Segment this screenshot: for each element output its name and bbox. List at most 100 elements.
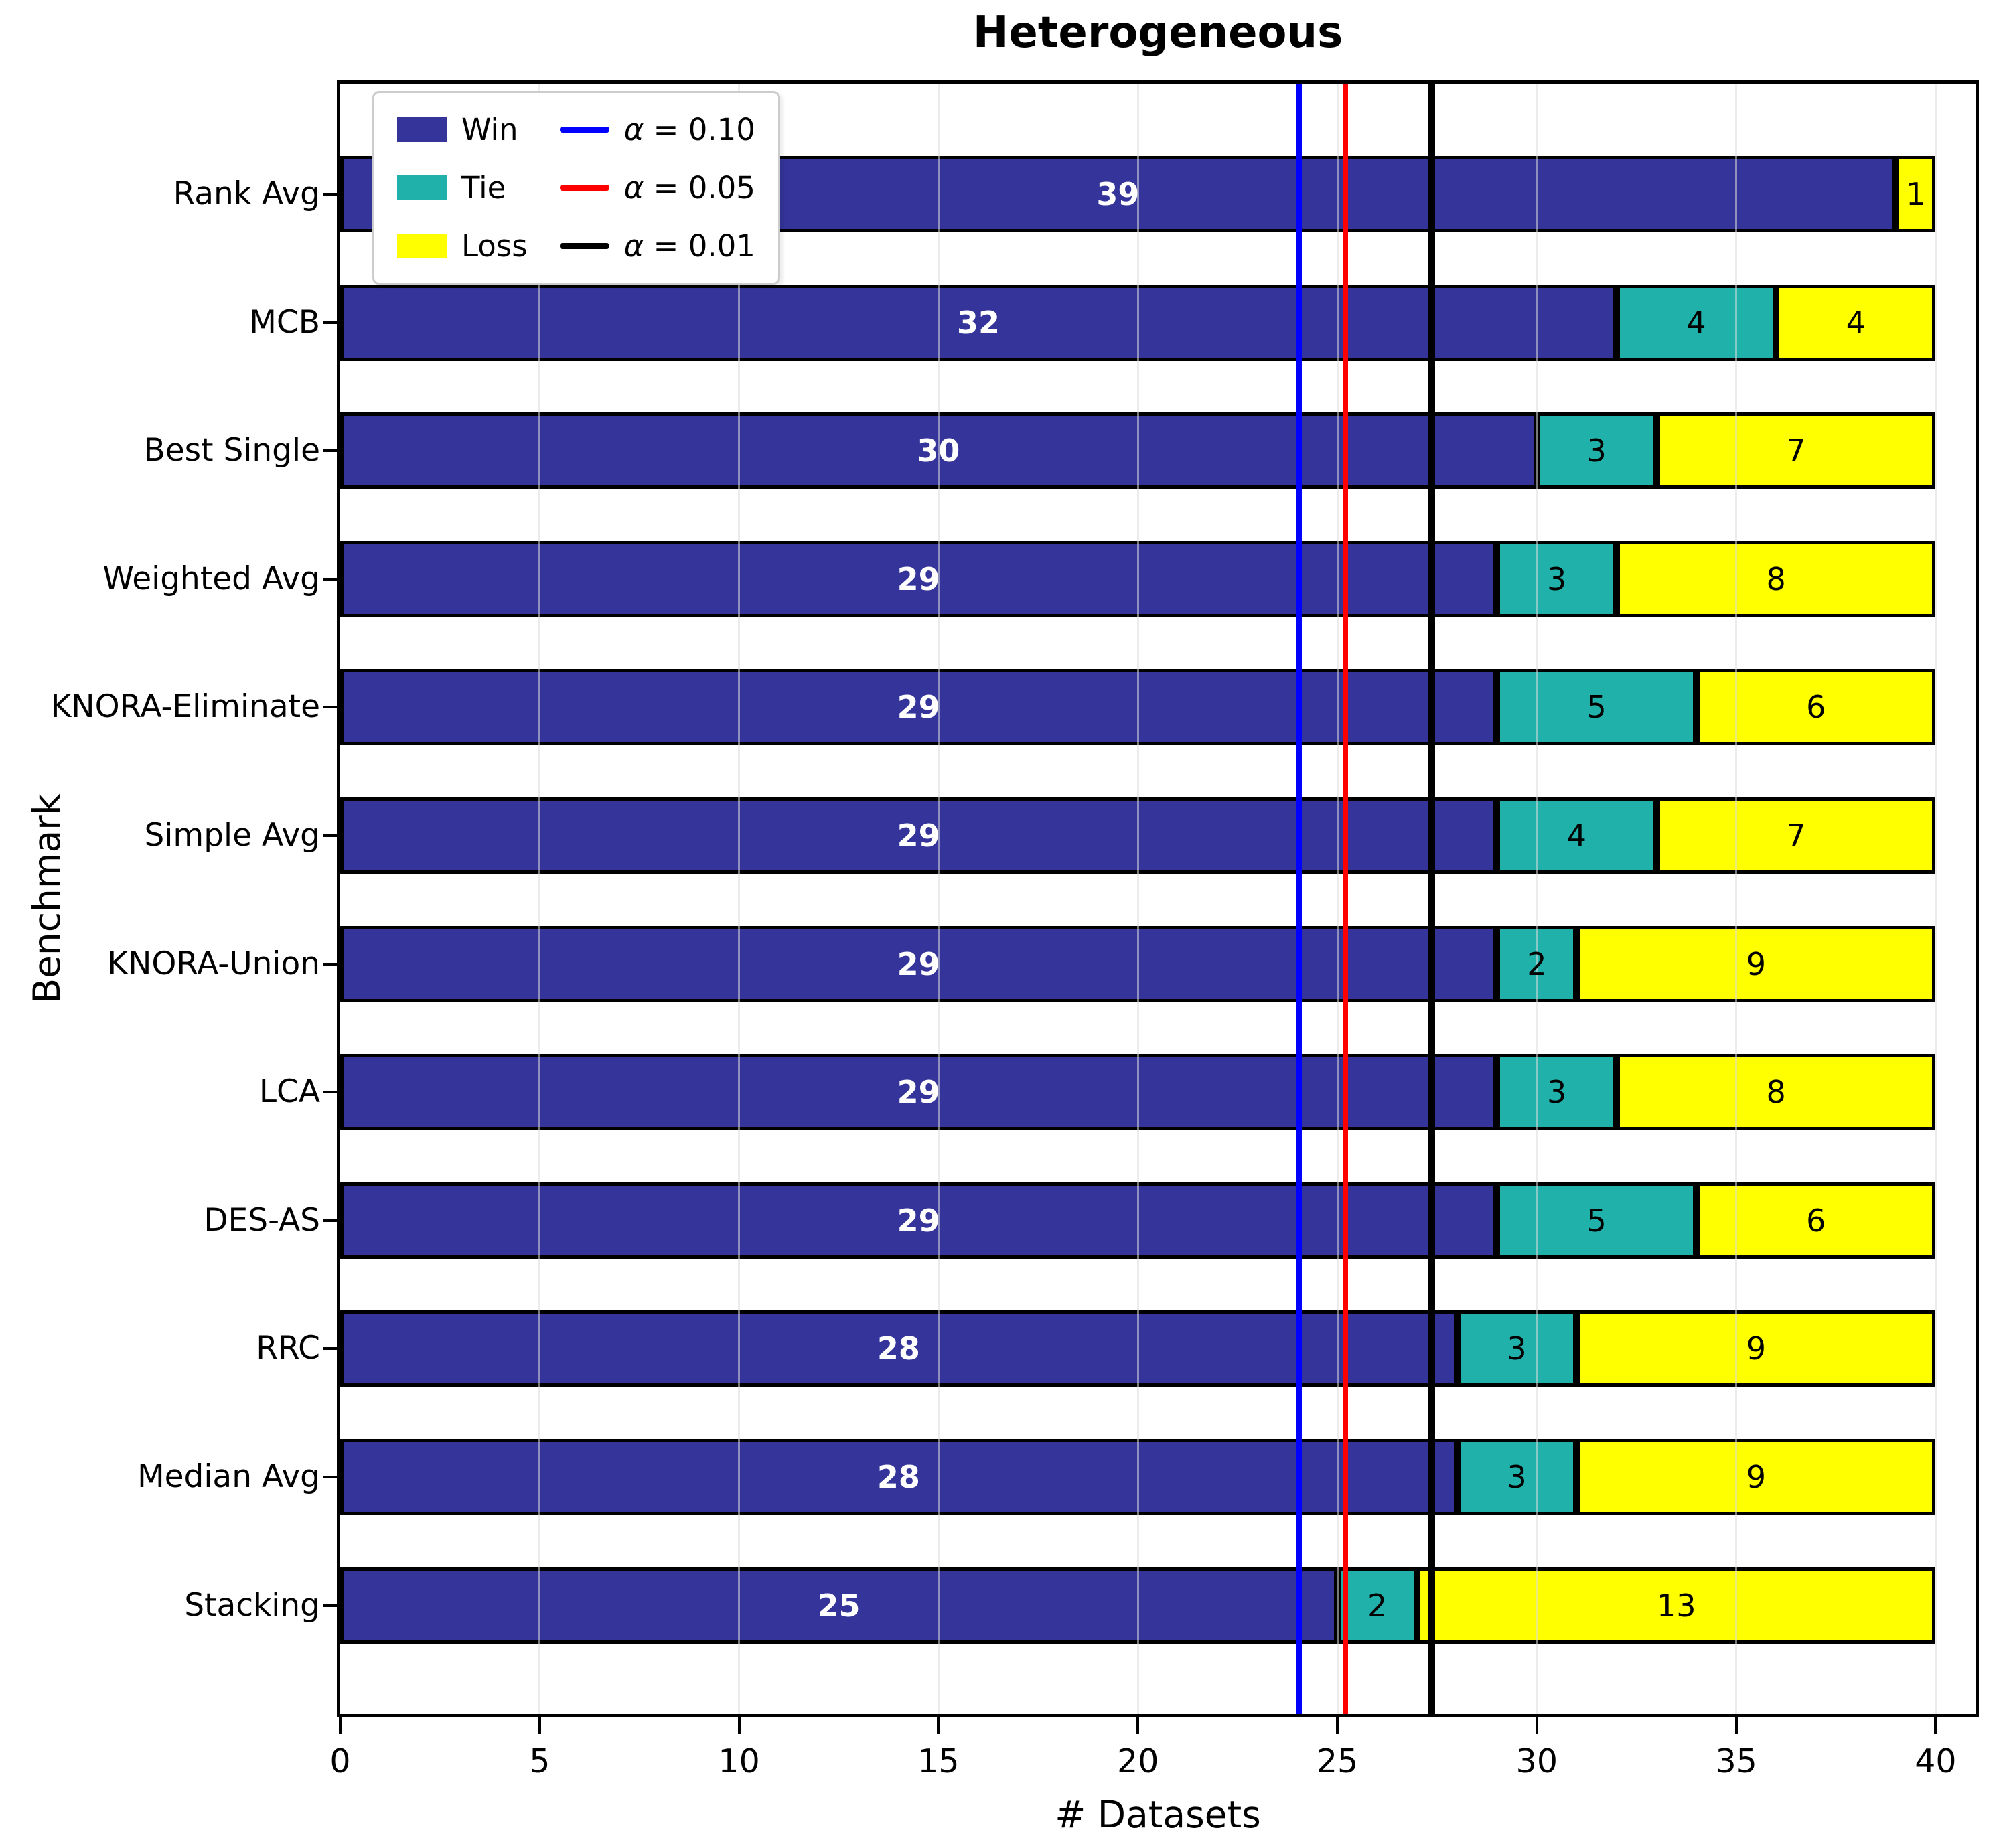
legend-label-tie: Tie [461,170,506,206]
bar-segment-loss-simple-avg [1656,797,1936,874]
y-tick-label-des-as: DES-AS [204,1201,320,1239]
bar-value-win-weighted-avg: 29 [897,560,940,597]
chart-title: Heterogeneous [972,8,1343,58]
bar-value-tie-mcb: 4 [1686,304,1706,341]
bar-value-loss-rank-avg: 1 [1906,176,1926,212]
bar-segment-win-mcb [340,284,1617,361]
bar-segment-tie-simple-avg [1497,797,1657,874]
bar-segment-loss-mcb [1776,284,1936,361]
bar-segment-win-median-avg [340,1439,1457,1515]
legend-line-swatch-0.10 [559,127,609,133]
bar-value-tie-simple-avg: 4 [1566,818,1587,854]
bar-segment-win-simple-avg [340,797,1497,874]
x-tick-30 [1535,1717,1538,1734]
bar-value-loss-des-as: 6 [1806,1202,1826,1239]
legend-item-tie: Tie [397,170,528,206]
legend: Win α = 0.10 Tie α = 0.05 Loss α = 0.01 [372,91,780,285]
x-tick-label-40: 40 [1915,1742,1957,1780]
bar-segment-win-rrc [340,1310,1457,1387]
bar-segment-win-knora-union [340,925,1497,1002]
bar-segment-tie-lca [1497,1054,1617,1131]
bar-value-tie-weighted-avg: 3 [1546,560,1567,597]
bar-value-tie-knora-eliminate: 5 [1586,689,1607,726]
bar-segment-tie-stacking [1337,1567,1418,1644]
bar-segment-loss-weighted-avg [1616,540,1936,617]
x-tick-0 [339,1717,342,1734]
gridline-x-15 [937,84,940,1714]
alpha-line-0.10 [1296,84,1303,1714]
y-tick-knora-eliminate [323,706,337,709]
legend-swatch-win [397,117,447,142]
x-tick-label-15: 15 [917,1742,960,1780]
legend-swatch-tie [397,175,447,200]
bar-segment-tie-mcb [1616,284,1777,361]
bar-value-tie-rrc: 3 [1507,1330,1527,1367]
bar-segment-loss-best-single [1656,412,1936,489]
bar-value-loss-mcb: 4 [1846,304,1866,341]
bar-value-loss-lca: 8 [1766,1074,1786,1111]
legend-label-alpha-0.05: α = 0.05 [623,170,755,206]
bar-value-tie-des-as: 5 [1586,1202,1607,1239]
bar-value-loss-best-single: 7 [1786,433,1806,469]
bar-value-tie-median-avg: 3 [1507,1459,1527,1495]
bar-value-win-rank-avg: 39 [1096,176,1140,212]
legend-item-alpha-0.01: α = 0.01 [559,228,755,264]
bar-segment-loss-knora-union [1576,925,1936,1002]
x-tick-40 [1934,1717,1937,1734]
bar-segment-tie-weighted-avg [1497,540,1617,617]
x-tick-label-25: 25 [1316,1742,1359,1780]
legend-line-swatch-0.05 [559,185,609,191]
x-tick-15 [937,1717,940,1734]
legend-label-alpha-0.01: α = 0.01 [623,228,755,264]
legend-label-loss: Loss [461,228,528,264]
legend-line-swatch-0.01 [559,243,609,249]
x-tick-10 [737,1717,741,1734]
legend-item-loss: Loss [397,228,528,264]
y-tick-label-rrc: RRC [256,1330,320,1367]
y-tick-best-single [323,449,337,453]
bar-segment-win-knora-eliminate [340,669,1497,746]
x-tick-35 [1734,1717,1738,1734]
bar-value-tie-lca: 3 [1546,1074,1567,1111]
x-tick-label-20: 20 [1117,1742,1159,1780]
bar-segment-tie-rrc [1457,1310,1577,1387]
y-tick-label-weighted-avg: Weighted Avg [102,560,320,597]
bar-segment-win-des-as [340,1182,1497,1259]
y-tick-rrc [323,1347,337,1351]
y-tick-label-knora-union: KNORA-Union [107,945,320,982]
legend-label-alpha-0.10: α = 0.10 [623,112,755,147]
y-tick-knora-union [323,962,337,966]
gridline-x-20 [1136,84,1139,1714]
gridline-x-30 [1536,84,1538,1714]
x-tick-25 [1336,1717,1339,1734]
bar-value-tie-best-single: 3 [1586,433,1607,469]
bar-segment-tie-des-as [1497,1182,1697,1259]
bar-value-win-knora-eliminate: 29 [897,689,940,726]
y-tick-rank-avg [323,193,337,196]
y-tick-lca [323,1091,337,1094]
gridline-x-35 [1735,84,1738,1714]
plot-area: 39 1 32 4 4 30 3 7 29 3 8 29 5 6 29 4 7 29 2 9 29 3 8 29 5 6 28 3 9 2… [337,80,1979,1717]
bar-segment-tie-best-single [1536,412,1657,489]
y-tick-label-rank-avg: Rank Avg [173,175,320,212]
bar-segment-tie-median-avg [1457,1439,1577,1515]
bar-value-win-mcb: 32 [956,304,1000,341]
alpha-line-0.05 [1342,84,1348,1714]
x-tick-label-10: 10 [718,1742,760,1780]
gridline-x-10 [738,84,741,1714]
x-axis-label: # Datasets [1055,1793,1261,1836]
y-tick-label-best-single: Best Single [143,432,320,469]
y-tick-label-lca: LCA [258,1073,320,1111]
bar-value-loss-simple-avg: 7 [1786,818,1806,854]
gridline-x-40 [1934,84,1937,1714]
bar-value-win-stacking: 25 [817,1587,861,1624]
x-tick-label-35: 35 [1715,1742,1757,1780]
legend-item-alpha-0.10: α = 0.10 [559,112,755,147]
y-tick-weighted-avg [323,577,337,581]
bar-value-tie-knora-union: 2 [1527,945,1547,982]
bar-segment-loss-rank-avg [1895,156,1936,232]
bar-segment-loss-stacking [1417,1567,1936,1644]
bar-segment-loss-lca [1616,1054,1936,1131]
bar-segment-tie-knora-eliminate [1497,669,1697,746]
